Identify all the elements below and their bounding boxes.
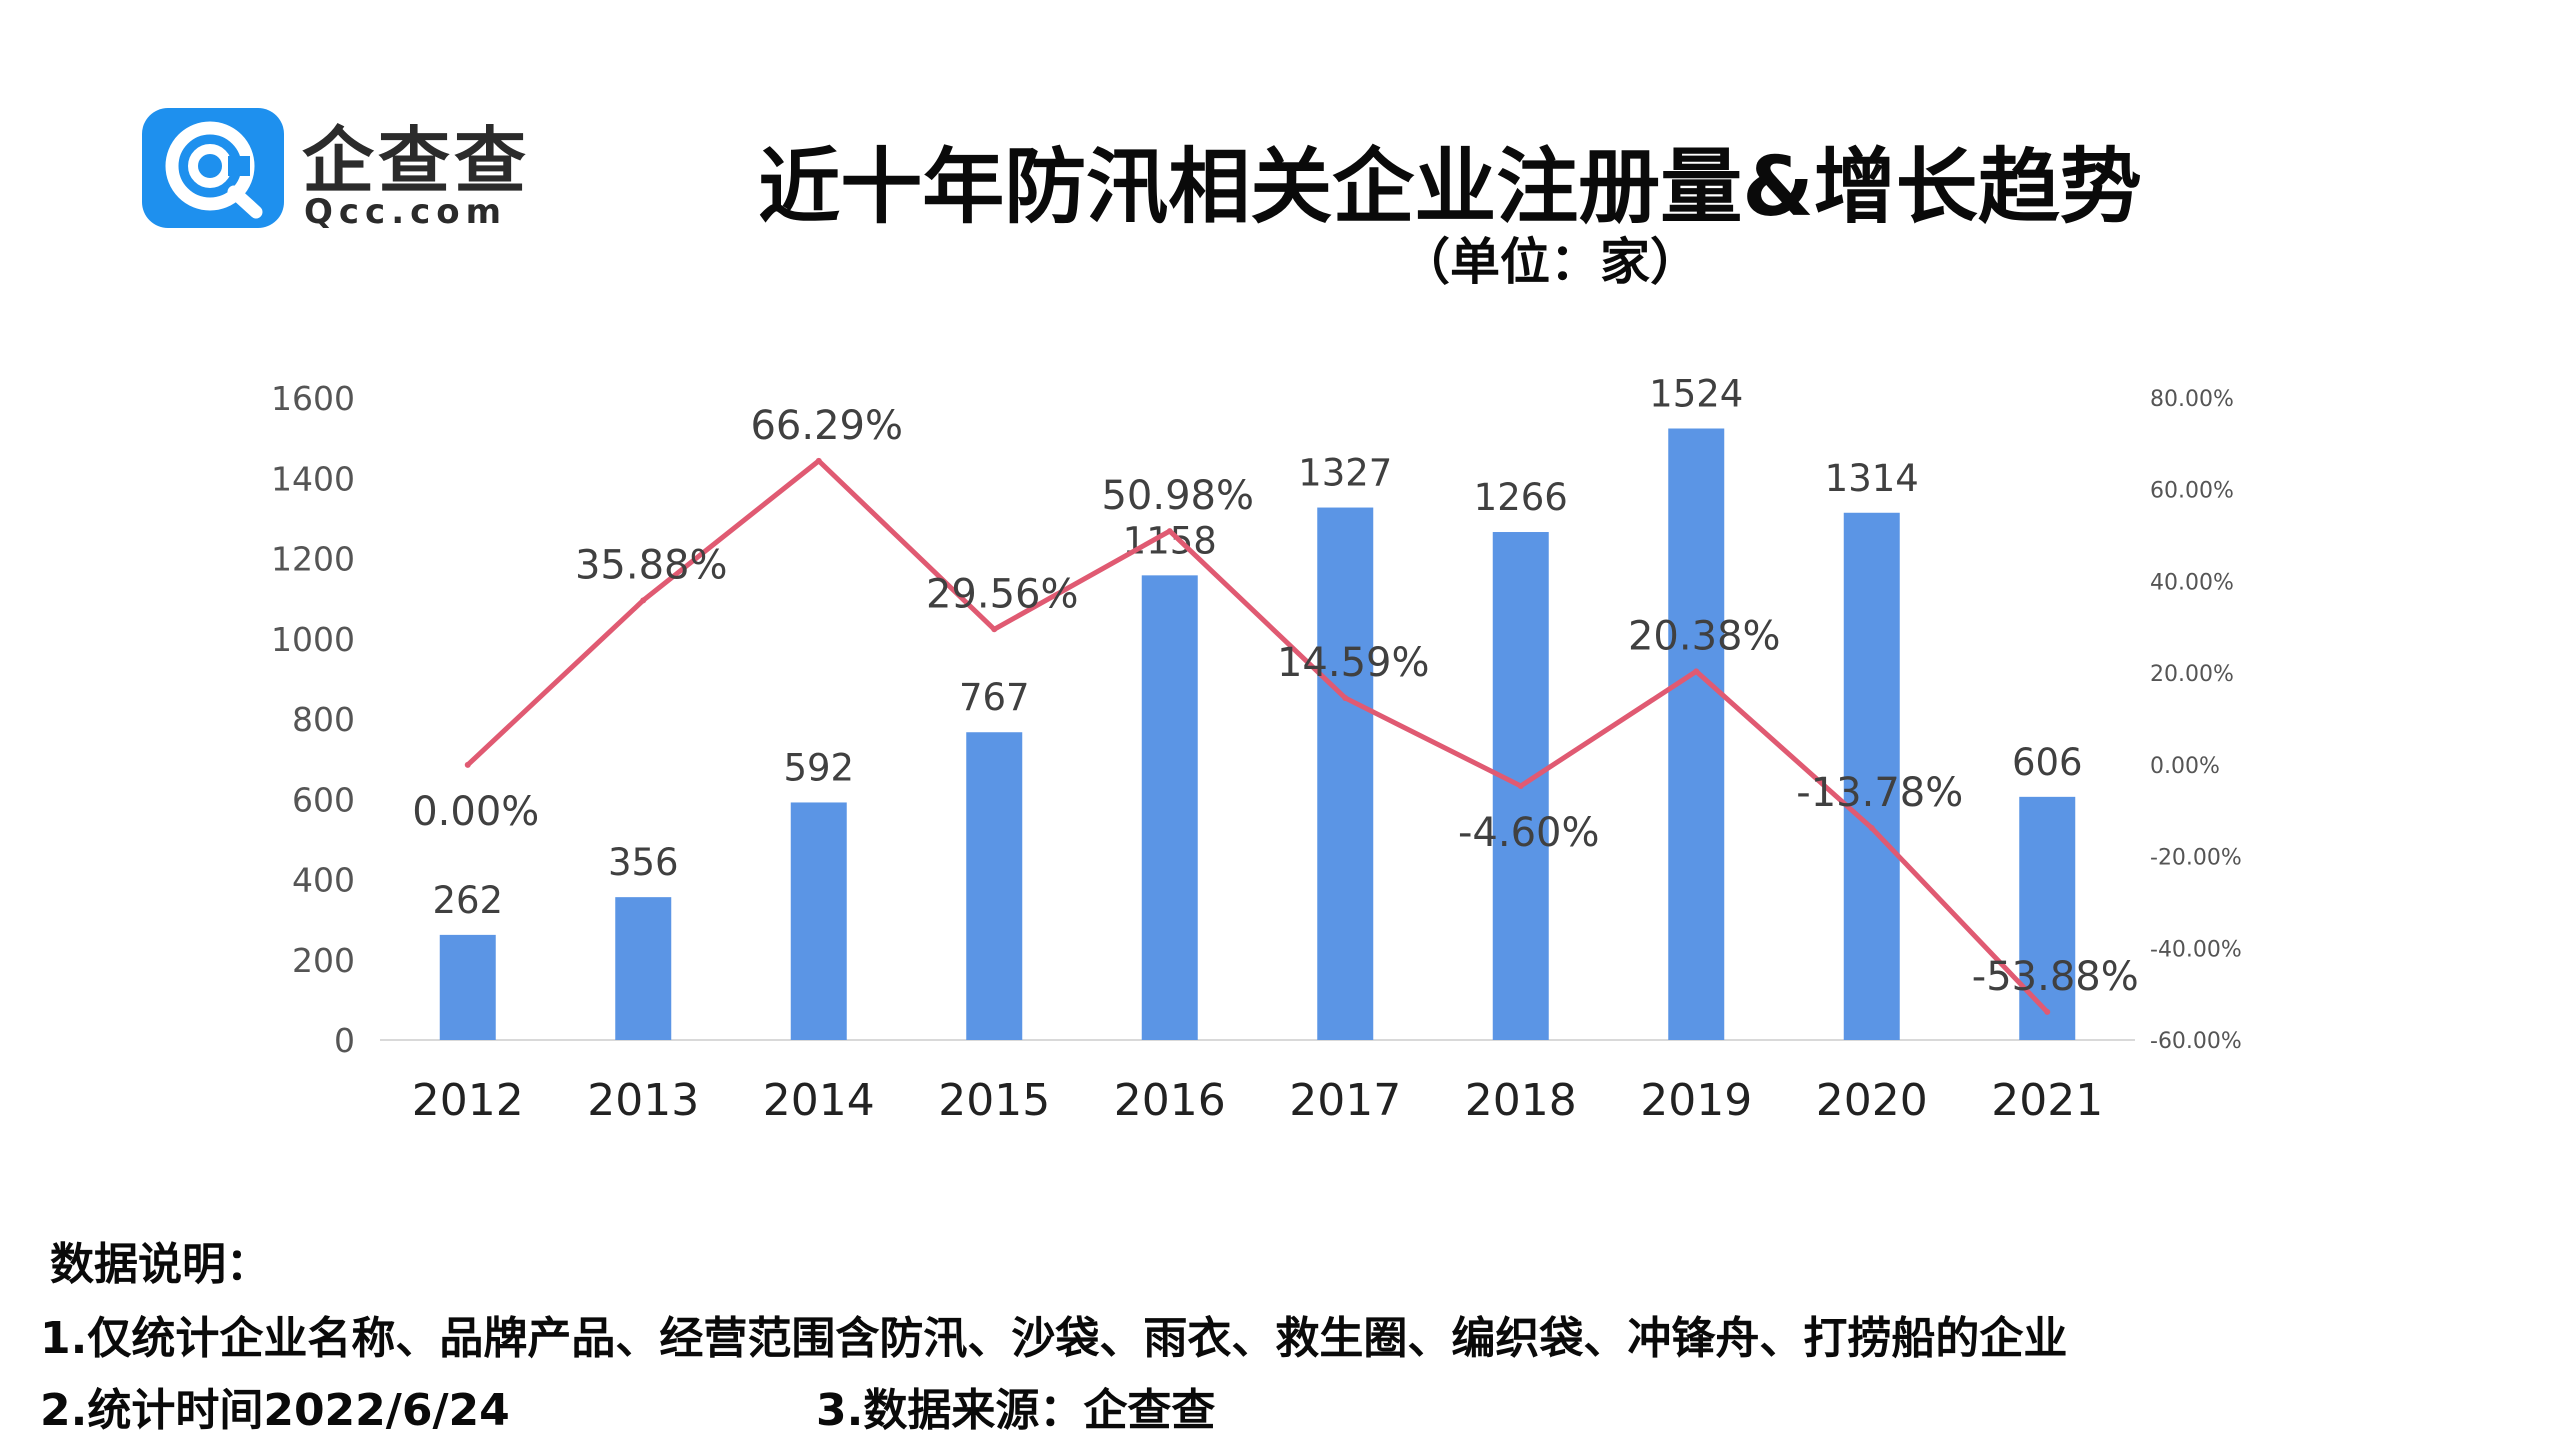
right-axis-tick-label: 80.00% <box>2150 387 2234 412</box>
qcc-logo-icon <box>142 108 284 228</box>
qcc-logo: 企查查 Qcc.com <box>142 108 572 236</box>
x-axis-tick-label: 2017 <box>1289 1075 1401 1126</box>
bar-value-label: 1266 <box>1474 476 1568 519</box>
bar-value-label: 767 <box>959 676 1030 719</box>
growth-point <box>1166 528 1173 535</box>
chart-title: 近十年防汛相关企业注册量&增长趋势 <box>758 140 2142 235</box>
right-axis-tick-label: -60.00% <box>2150 1029 2242 1054</box>
notes-line-1: 1.仅统计企业名称、品牌产品、经营范围含防汛、沙袋、雨衣、救生圈、编织袋、冲锋舟… <box>40 1313 2068 1364</box>
chart-subtitle: （单位：家） <box>1400 233 1700 291</box>
growth-value-label: -4.60% <box>1458 810 1600 856</box>
bar <box>790 802 847 1040</box>
bar-series: 262 356 592 767 1158 1327 1266 1524 1314 606 <box>432 372 2083 1040</box>
growth-point <box>815 457 822 464</box>
left-axis-tick-label: 0 <box>334 1021 355 1060</box>
bar-value-label: 356 <box>608 841 679 884</box>
growth-point <box>640 597 647 604</box>
x-axis-tick-label: 2012 <box>412 1075 524 1126</box>
notes-heading: 数据说明： <box>50 1239 270 1290</box>
left-axis-tick-label: 800 <box>292 700 355 739</box>
right-axis-tick-label: 60.00% <box>2150 479 2234 504</box>
right-axis-tick-label: 20.00% <box>2150 662 2234 687</box>
growth-line <box>466 458 2050 1014</box>
bar <box>1317 507 1374 1040</box>
growth-value-label: 20.38% <box>1628 613 1781 659</box>
x-axis-tick-label: 2016 <box>1114 1075 1226 1126</box>
growth-value-label: 29.56% <box>926 571 1079 617</box>
bar-value-label: 592 <box>783 746 854 789</box>
growth-point <box>2044 1008 2051 1015</box>
growth-value-label: 35.88% <box>575 542 728 588</box>
notes-source: 3.数据来源：企查查 <box>816 1385 1216 1436</box>
bar-value-label: 1327 <box>1298 452 1392 495</box>
bar <box>439 934 496 1040</box>
left-axis-tick-label: 1400 <box>271 459 355 498</box>
left-axis-tick-label: 1000 <box>271 620 355 659</box>
left-axis: 0 200 400 600 800 1000 1200 1400 1600 <box>271 379 355 1060</box>
x-axis-tick-label: 2013 <box>587 1075 699 1126</box>
right-axis-tick-label: -40.00% <box>2150 937 2242 962</box>
left-axis-tick-label: 400 <box>292 861 355 900</box>
x-axis-tick-label: 2021 <box>1991 1075 2103 1126</box>
x-axis-tick-label: 2014 <box>763 1075 875 1126</box>
right-axis-tick-label: -20.00% <box>2150 846 2242 871</box>
growth-point <box>991 626 998 633</box>
qcc-logo-name: 企查查 <box>302 119 531 203</box>
bar <box>1668 428 1725 1040</box>
notes-line-2: 2.统计时间2022/6/24 3.数据来源：企查查 <box>40 1374 2520 1436</box>
bar-value-label: 262 <box>432 879 503 922</box>
bar-value-label: 1524 <box>1649 372 1743 415</box>
x-axis-tick-label: 2020 <box>1816 1075 1928 1126</box>
growth-line-series: 0.00% 35.88% 66.29% 29.56% 50.98% 14.59% -4.60… <box>412 403 2139 1015</box>
left-axis-tick-label: 1600 <box>271 379 355 418</box>
right-axis: -60.00% -40.00% -20.00% 0.00% 20.00% 40.00% 60… <box>2150 387 2242 1054</box>
bar <box>966 732 1023 1040</box>
growth-point <box>1868 825 1875 832</box>
right-axis-tick-label: 40.00% <box>2150 570 2234 595</box>
growth-point <box>464 761 471 768</box>
bar-value-label: 1158 <box>1123 519 1217 562</box>
bar-value-label: 606 <box>2012 741 2083 784</box>
growth-value-label: -13.78% <box>1796 770 1963 816</box>
x-axis-tick-label: 2019 <box>1640 1075 1752 1126</box>
growth-point <box>1693 668 1700 675</box>
x-axis-tick-label: 2018 <box>1465 1075 1577 1126</box>
bar <box>2019 796 2076 1040</box>
bar <box>1141 575 1198 1040</box>
left-axis-tick-label: 1200 <box>271 540 355 579</box>
qcc-logo-domain: Qcc.com <box>304 192 508 232</box>
growth-value-label: 50.98% <box>1101 473 1254 519</box>
growth-value-label: 66.29% <box>750 403 903 449</box>
growth-point <box>1342 694 1349 701</box>
left-axis-tick-label: 200 <box>292 941 355 980</box>
growth-value-label: 14.59% <box>1277 640 1430 686</box>
growth-point <box>1517 782 1524 789</box>
x-axis: 2012 2013 2014 2015 2016 2017 2018 2019 2020 2021 <box>412 1075 2103 1126</box>
growth-value-label: 0.00% <box>412 789 539 835</box>
bar-value-label: 1314 <box>1825 457 1919 500</box>
data-notes: 数据说明： 1.仅统计企业名称、品牌产品、经营范围含防汛、沙袋、雨衣、救生圈、编… <box>40 1228 2520 1436</box>
x-axis-tick-label: 2015 <box>938 1075 1050 1126</box>
notes-date: 2.统计时间2022/6/24 <box>40 1385 510 1436</box>
growth-value-label: -53.88% <box>1972 954 2139 1000</box>
bar <box>615 897 672 1040</box>
bar <box>1843 512 1900 1040</box>
left-axis-tick-label: 600 <box>292 780 355 819</box>
right-axis-tick-label: 0.00% <box>2150 754 2220 779</box>
